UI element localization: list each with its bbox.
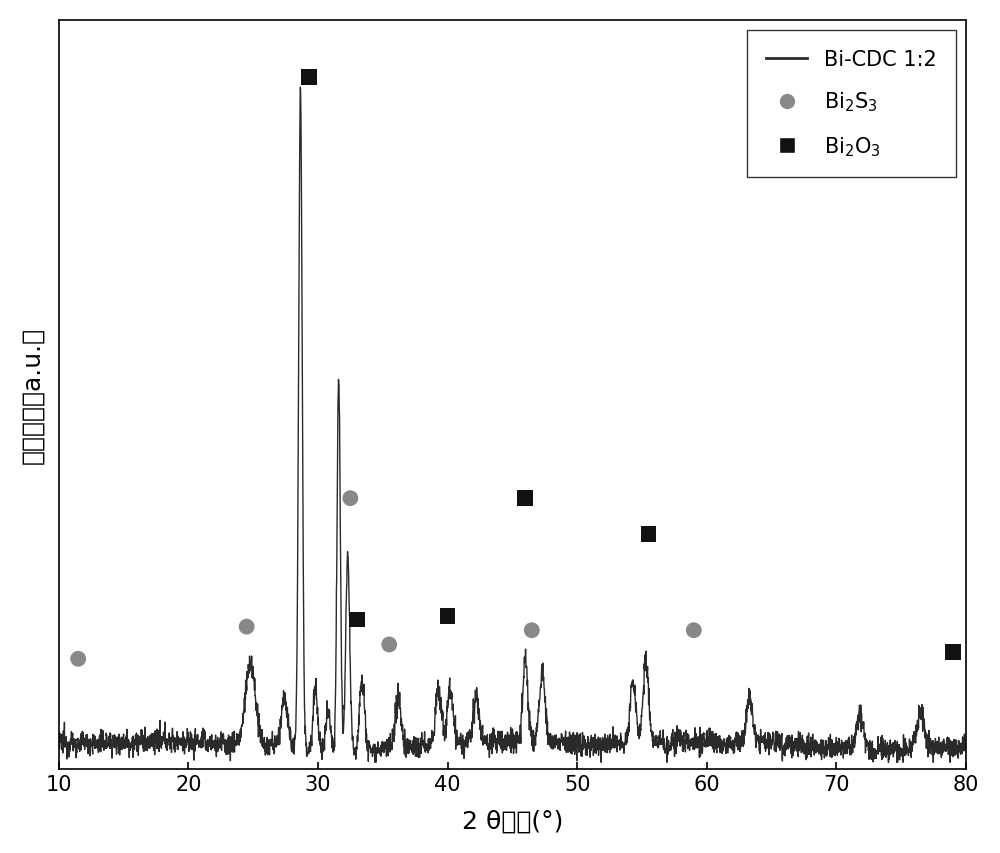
Point: [517, 491, 533, 505]
Bi-CDC 1:2: [890, 744, 902, 754]
Point: [70, 653, 86, 666]
Legend: Bi-CDC 1:2, Bi$_2$S$_3$, Bi$_2$O$_3$: Bi-CDC 1:2, Bi$_2$S$_3$, Bi$_2$O$_3$: [747, 32, 956, 177]
Bi-CDC 1:2: [53, 742, 65, 752]
Bi-CDC 1:2: [630, 706, 642, 717]
Line: Bi-CDC 1:2: Bi-CDC 1:2: [59, 88, 966, 763]
Point: [440, 609, 456, 623]
X-axis label: 2 θ角度(°): 2 θ角度(°): [462, 809, 563, 833]
Bi-CDC 1:2: [592, 742, 604, 752]
Bi-CDC 1:2: [294, 83, 306, 93]
Point: [945, 645, 961, 659]
Point: [381, 638, 397, 652]
Bi-CDC 1:2: [960, 746, 972, 756]
Bi-CDC 1:2: [481, 729, 493, 740]
Y-axis label: 相对强度（a.u.）: 相对强度（a.u.）: [21, 327, 45, 464]
Bi-CDC 1:2: [369, 757, 381, 768]
Point: [524, 624, 540, 637]
Point: [239, 620, 255, 634]
Bi-CDC 1:2: [381, 751, 393, 761]
Point: [640, 527, 656, 541]
Point: [342, 491, 358, 505]
Bi-CDC 1:2: [242, 673, 254, 683]
Point: [349, 613, 365, 627]
Point: [686, 624, 702, 637]
Point: [301, 71, 317, 84]
